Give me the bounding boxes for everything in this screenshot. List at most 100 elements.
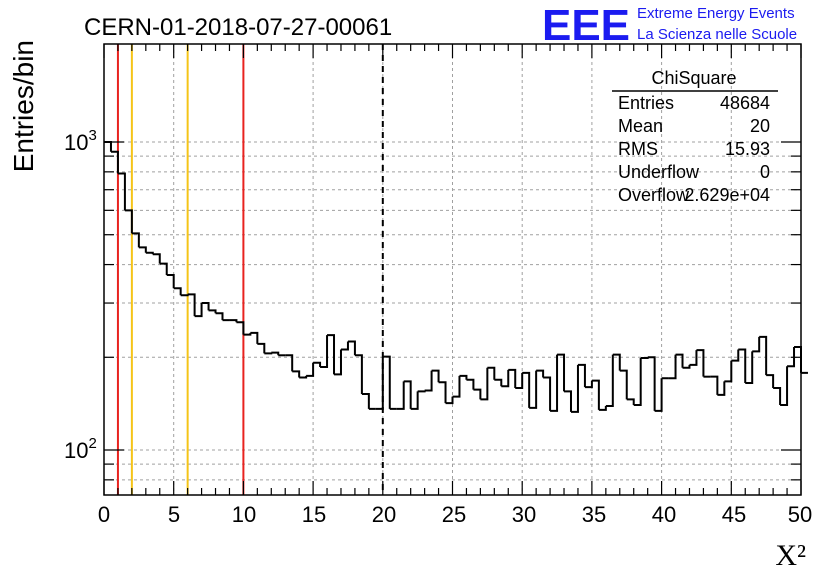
histogram-bin: [759, 335, 768, 376]
histogram-bin: [773, 386, 782, 405]
histogram-bin: [612, 353, 621, 371]
x-axis-title: X²: [775, 539, 806, 572]
histogram-bin: [626, 398, 635, 405]
histogram-bin: [745, 351, 754, 385]
x-tick-label-25: 25: [442, 502, 466, 527]
histogram-bin: [131, 232, 140, 248]
histogram-bin: [564, 390, 572, 412]
histogram-bin: [306, 362, 315, 377]
histogram-bin: [257, 342, 266, 354]
histogram-bin: [180, 294, 189, 297]
histogram-bin: [459, 374, 468, 380]
x-tick-label-30: 30: [512, 502, 536, 527]
y-tick-exponent-1000: 3: [88, 127, 96, 144]
x-tick-label-45: 45: [722, 502, 746, 527]
histogram-bin: [124, 209, 133, 234]
histogram-bin: [173, 287, 182, 296]
histogram-bin: [347, 340, 356, 356]
chart-title: CERN-01-2018-07-27-00061: [84, 14, 392, 41]
histogram-bin: [738, 348, 747, 384]
histogram-bin: [487, 366, 496, 380]
stats-value-mean: 20: [750, 116, 770, 136]
y-tick-label-100: 102: [64, 435, 97, 463]
histogram-bin: [313, 361, 322, 367]
histogram-bin: [766, 374, 775, 388]
histogram-bin: [466, 378, 475, 390]
histogram-bin: [285, 354, 294, 372]
histogram-bin: [187, 293, 196, 317]
histogram-bin: [501, 369, 510, 388]
histogram-bin: [550, 354, 559, 412]
histogram-bin: [375, 356, 384, 410]
logo-line-1: Extreme Energy Events: [637, 5, 795, 22]
histogram-bin: [647, 356, 656, 411]
histogram-bin: [668, 354, 677, 380]
histogram-bin: [591, 379, 600, 410]
histogram-bin: [117, 172, 126, 211]
stats-label-entries: Entries: [618, 93, 674, 113]
histogram-bin: [689, 350, 698, 366]
stats-label-underflow: Underflow: [618, 162, 700, 182]
y-tick-labels: 102 103: [64, 127, 97, 463]
stats-label-rms: RMS: [618, 139, 658, 159]
histogram-bin: [480, 367, 489, 401]
y-tick-base-1000: 10: [64, 130, 88, 155]
histogram-bin: [445, 396, 454, 405]
histogram-bin: [424, 370, 433, 392]
histogram-bin: [515, 372, 524, 389]
stats-label-mean: Mean: [618, 116, 663, 136]
histogram-bin: [640, 356, 649, 359]
logo-mark: EEE: [542, 1, 630, 50]
histogram-bin: [752, 336, 761, 353]
stats-box: ChiSquare Entries 48684 Mean 20 RMS 15.9…: [612, 68, 778, 205]
histogram-bin: [570, 364, 579, 413]
stats-value-rms: 15.93: [725, 139, 770, 159]
histogram-bin: [396, 381, 405, 410]
histogram-bin: [166, 273, 175, 289]
histogram-bin: [382, 355, 391, 409]
histogram-bin: [327, 334, 336, 375]
histogram-bin: [529, 370, 538, 409]
logo-line-2: La Scienza nelle Scuole: [637, 26, 797, 43]
histogram-bin: [138, 246, 147, 253]
stats-value-underflow: 0: [760, 162, 770, 182]
y-tick-base-100: 10: [64, 438, 88, 463]
stats-value-overflow: 2.629e+04: [684, 185, 770, 205]
histogram: [104, 141, 808, 413]
x-tick-label-0: 0: [98, 502, 110, 527]
axis-ticks: [103, 44, 802, 495]
histogram-bin: [361, 392, 370, 409]
grid: [104, 44, 801, 495]
histogram-bin: [717, 381, 726, 396]
logo: EEE Extreme Energy Events La Scienza nel…: [542, 1, 797, 50]
histogram-bin: [473, 388, 482, 400]
histogram-bin: [696, 349, 705, 377]
x-tick-labels: 0 5 10 15 20 25 30 35 40 45 50: [98, 502, 812, 527]
histogram-bin: [731, 349, 740, 362]
histogram-bin: [633, 357, 642, 406]
histogram-bin: [654, 378, 663, 412]
histogram-bin: [557, 353, 566, 392]
histogram-bin: [250, 331, 259, 344]
histogram-bin: [710, 375, 719, 395]
histogram-bin: [619, 369, 628, 400]
x-tick-label-20: 20: [372, 502, 396, 527]
x-tick-label-5: 5: [168, 502, 180, 527]
stats-label-overflow: Overflow: [618, 185, 690, 205]
histogram-bin: [431, 369, 440, 383]
histogram-bin: [787, 346, 796, 368]
histogram-bin: [110, 150, 119, 174]
histogram-bin: [543, 376, 552, 411]
histogram-bin: [780, 366, 789, 406]
x-tick-label-10: 10: [232, 502, 256, 527]
histogram-bin: [508, 368, 517, 388]
x-tick-label-15: 15: [302, 502, 326, 527]
histogram-bin: [675, 353, 684, 368]
x-tick-label-50: 50: [788, 502, 812, 527]
histogram-bin: [264, 352, 273, 355]
histogram-bin: [598, 405, 607, 411]
y-tick-exponent-100: 2: [88, 435, 96, 452]
histogram-bin: [452, 375, 461, 398]
histogram-bin: [194, 303, 203, 318]
